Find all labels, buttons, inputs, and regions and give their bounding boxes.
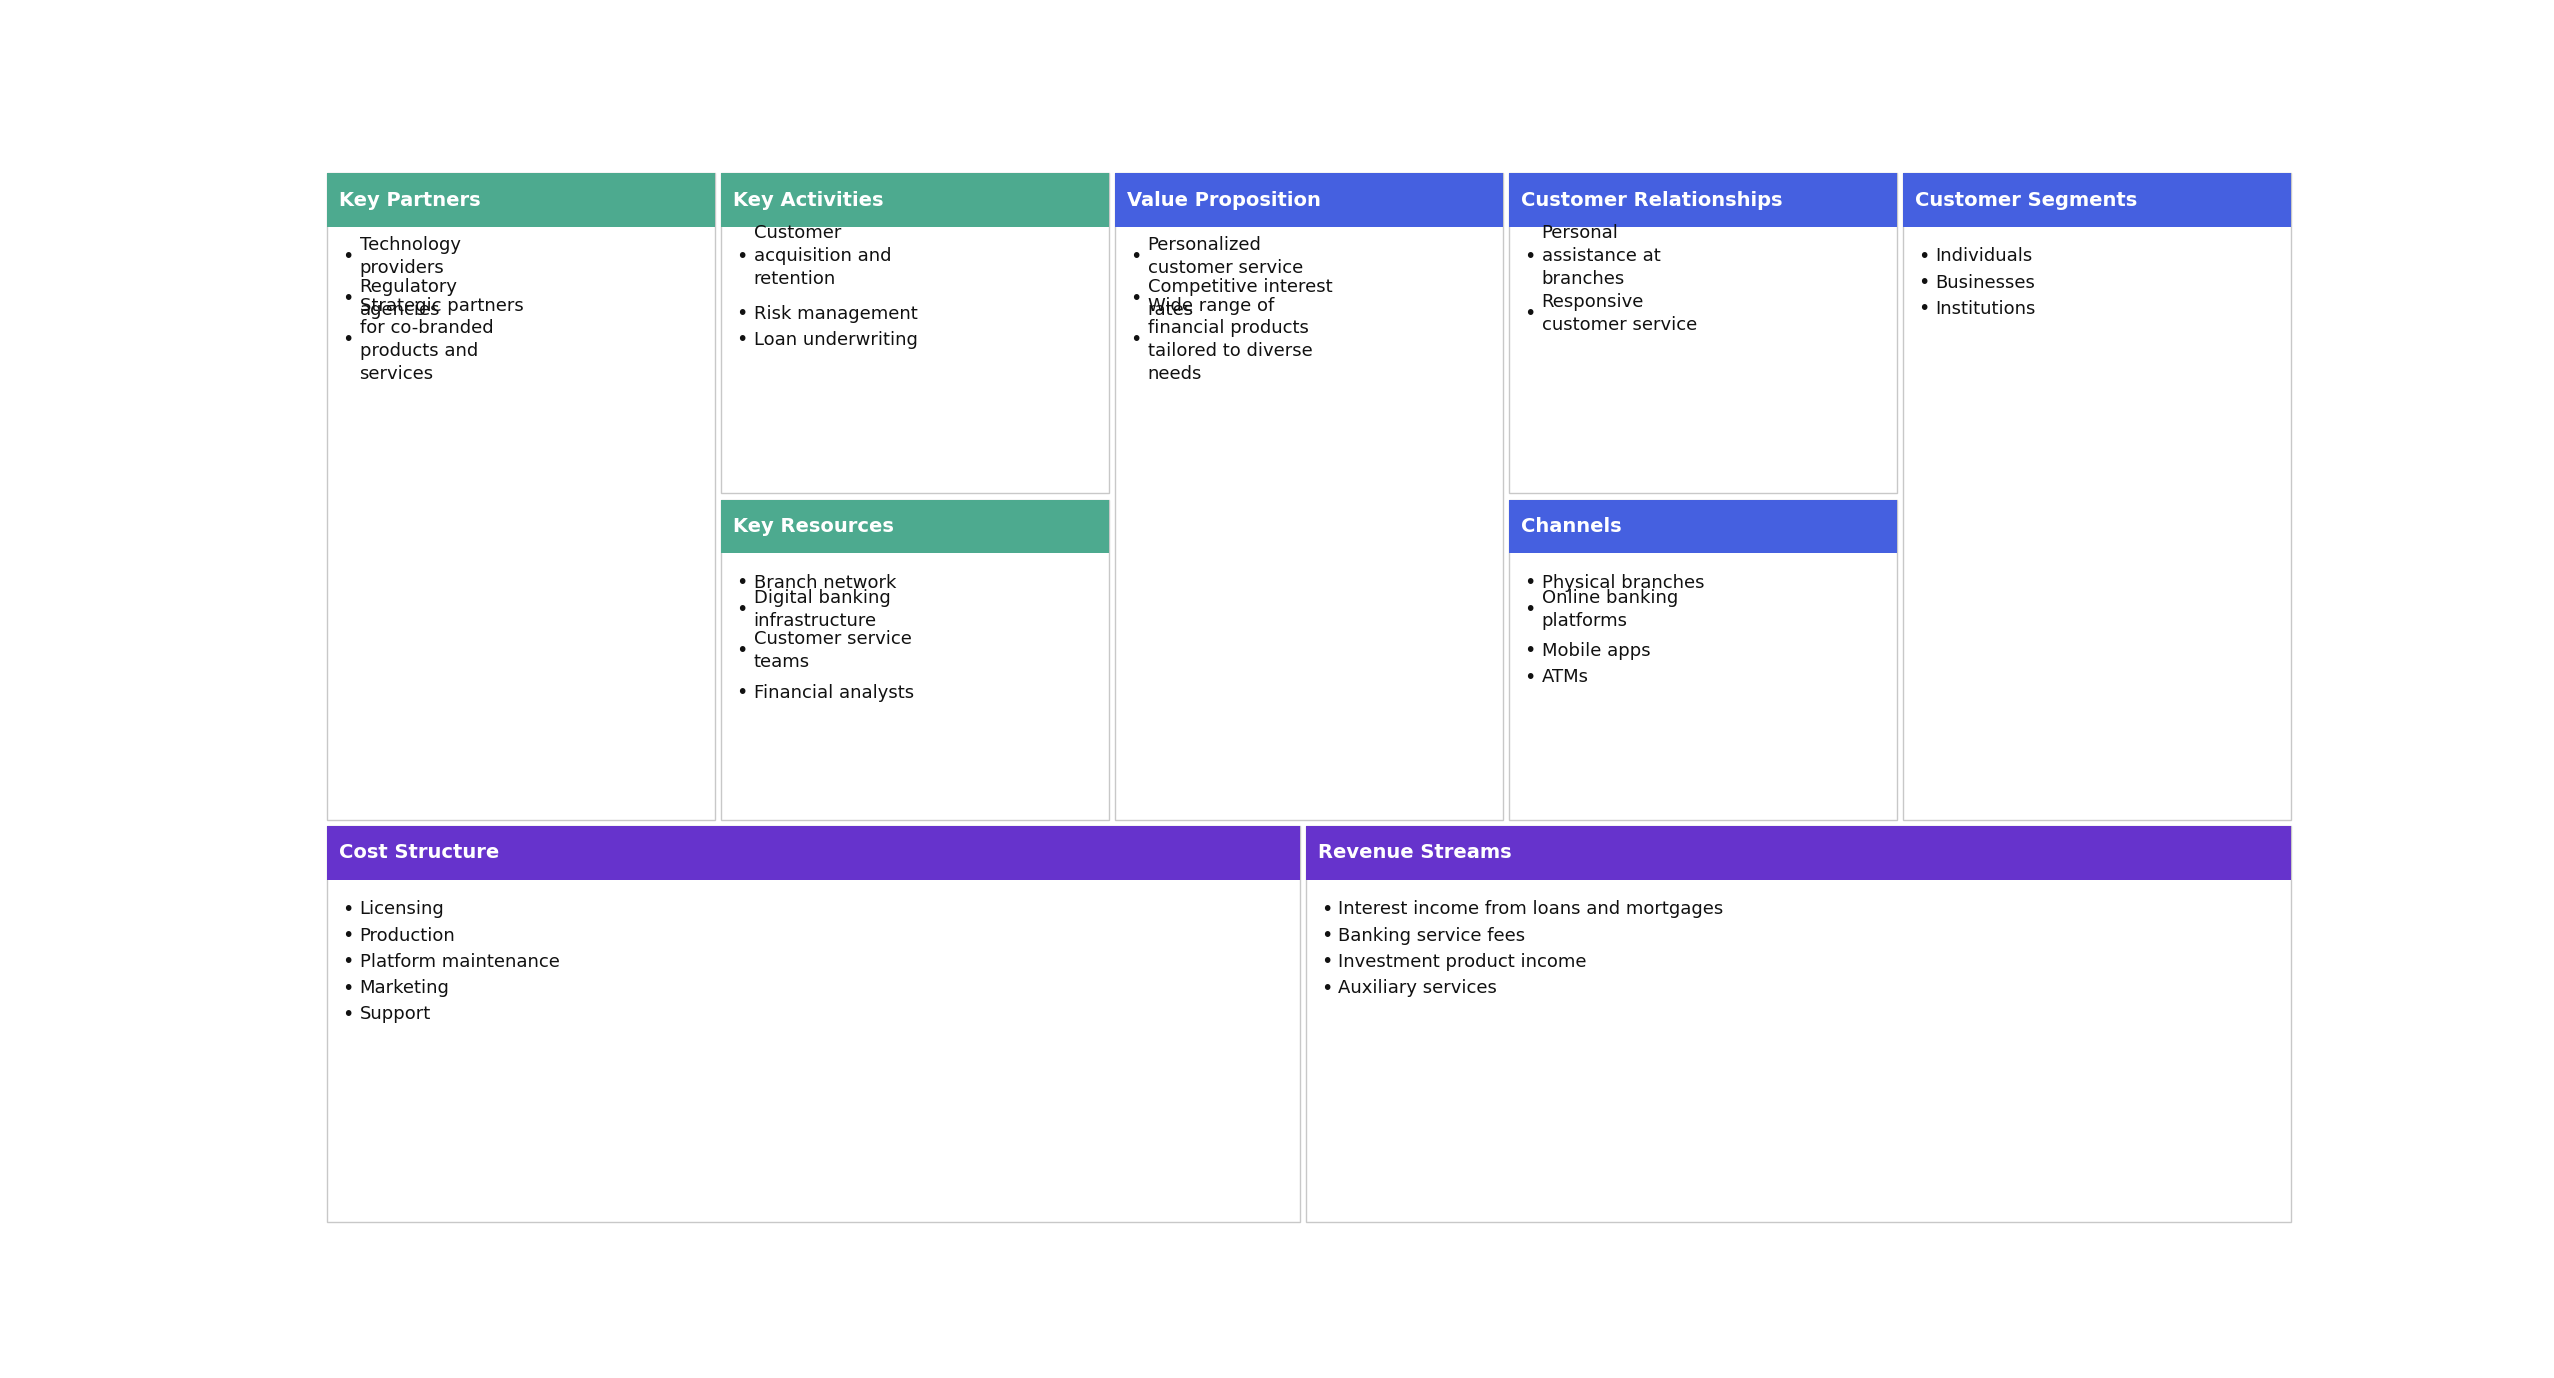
Text: •: • (736, 573, 748, 593)
FancyBboxPatch shape (1509, 500, 1898, 554)
Text: Individuals: Individuals (1936, 247, 2033, 266)
Text: •: • (1131, 288, 1142, 307)
Text: •: • (1525, 573, 1535, 593)
Text: Mobile apps: Mobile apps (1543, 642, 1650, 660)
Text: Wide range of
financial products
tailored to diverse
needs: Wide range of financial products tailore… (1147, 296, 1313, 383)
Text: Value Proposition: Value Proposition (1126, 190, 1320, 209)
Text: •: • (1918, 247, 1931, 266)
Text: •: • (342, 978, 355, 998)
Text: •: • (736, 641, 748, 660)
Text: •: • (736, 599, 748, 619)
Text: •: • (1525, 668, 1535, 686)
Text: Platform maintenance: Platform maintenance (360, 952, 559, 971)
Text: Customer service
teams: Customer service teams (753, 630, 912, 671)
Text: •: • (736, 331, 748, 350)
Text: •: • (1918, 299, 1931, 318)
Text: •: • (1320, 952, 1333, 971)
Text: •: • (342, 331, 355, 350)
Text: Competitive interest
rates: Competitive interest rates (1147, 277, 1333, 318)
FancyBboxPatch shape (720, 500, 1108, 820)
Text: •: • (1320, 900, 1333, 919)
Text: Personal
assistance at
branches: Personal assistance at branches (1543, 225, 1660, 288)
Text: •: • (342, 900, 355, 919)
FancyBboxPatch shape (1116, 174, 1502, 227)
Text: •: • (1525, 305, 1535, 322)
Text: Risk management: Risk management (753, 305, 917, 322)
Text: Online banking
platforms: Online banking platforms (1543, 588, 1678, 630)
Text: Investment product income: Investment product income (1338, 952, 1586, 971)
Text: Cost Structure: Cost Structure (340, 843, 501, 863)
Text: Key Partners: Key Partners (340, 190, 480, 209)
FancyBboxPatch shape (327, 825, 1300, 881)
FancyBboxPatch shape (327, 174, 715, 820)
FancyBboxPatch shape (1305, 825, 2291, 1222)
Text: •: • (1320, 926, 1333, 945)
Text: •: • (342, 247, 355, 266)
Text: Businesses: Businesses (1936, 274, 2036, 292)
Text: Technology
providers: Technology providers (360, 236, 460, 277)
Text: Marketing: Marketing (360, 980, 450, 998)
FancyBboxPatch shape (1903, 174, 2291, 820)
Text: Branch network: Branch network (753, 573, 896, 591)
Text: Channels: Channels (1522, 517, 1622, 536)
Text: Support: Support (360, 1006, 432, 1024)
Text: Strategic partners
for co-branded
products and
services: Strategic partners for co-branded produc… (360, 296, 524, 383)
Text: Auxiliary services: Auxiliary services (1338, 980, 1497, 998)
Text: •: • (1320, 978, 1333, 998)
FancyBboxPatch shape (327, 825, 1300, 1222)
Text: •: • (1525, 641, 1535, 660)
Text: Key Resources: Key Resources (733, 517, 894, 536)
FancyBboxPatch shape (1509, 174, 1898, 493)
Text: •: • (1525, 247, 1535, 266)
Text: Customer
acquisition and
retention: Customer acquisition and retention (753, 225, 891, 288)
FancyBboxPatch shape (1509, 500, 1898, 820)
FancyBboxPatch shape (1509, 174, 1898, 227)
Text: Customer Relationships: Customer Relationships (1522, 190, 1783, 209)
Text: Customer Segments: Customer Segments (1916, 190, 2138, 209)
Text: Regulatory
agencies: Regulatory agencies (360, 277, 457, 318)
Text: Responsive
customer service: Responsive customer service (1543, 294, 1696, 333)
Text: Licensing: Licensing (360, 900, 444, 918)
Text: Revenue Streams: Revenue Streams (1318, 843, 1512, 863)
Text: •: • (1525, 599, 1535, 619)
FancyBboxPatch shape (1116, 174, 1502, 820)
Text: Interest income from loans and mortgages: Interest income from loans and mortgages (1338, 900, 1724, 918)
FancyBboxPatch shape (720, 174, 1108, 493)
Text: •: • (342, 1005, 355, 1024)
Text: Physical branches: Physical branches (1543, 573, 1704, 591)
Text: Digital banking
infrastructure: Digital banking infrastructure (753, 588, 891, 630)
Text: Institutions: Institutions (1936, 300, 2036, 318)
Text: Banking service fees: Banking service fees (1338, 926, 1525, 944)
Text: Key Activities: Key Activities (733, 190, 884, 209)
FancyBboxPatch shape (1903, 174, 2291, 227)
Text: •: • (736, 683, 748, 703)
Text: •: • (342, 288, 355, 307)
Text: ATMs: ATMs (1543, 668, 1589, 686)
Text: •: • (342, 952, 355, 971)
FancyBboxPatch shape (720, 174, 1108, 227)
Text: Personalized
customer service: Personalized customer service (1147, 236, 1303, 277)
FancyBboxPatch shape (720, 500, 1108, 554)
Text: •: • (1918, 273, 1931, 292)
Text: Loan underwriting: Loan underwriting (753, 331, 917, 349)
Text: Financial analysts: Financial analysts (753, 683, 914, 701)
Text: •: • (736, 305, 748, 322)
Text: •: • (1131, 247, 1142, 266)
Text: •: • (342, 926, 355, 945)
FancyBboxPatch shape (1305, 825, 2291, 881)
FancyBboxPatch shape (327, 174, 715, 227)
Text: Production: Production (360, 926, 455, 944)
Text: •: • (1131, 331, 1142, 350)
Text: •: • (736, 247, 748, 266)
